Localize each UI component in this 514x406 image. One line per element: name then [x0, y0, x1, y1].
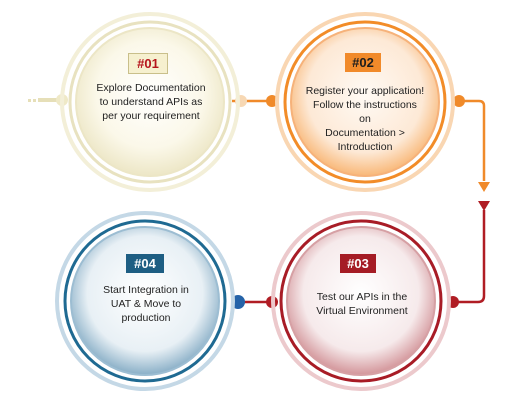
step-4-line: UAT & Move to [110, 298, 182, 310]
connector-2-to-3 [447, 95, 490, 308]
step-4-description: Start Integration in UAT & Move to produ… [90, 283, 202, 325]
step-3-badge: #03 [340, 254, 376, 273]
step-4-line: Start Integration in [103, 284, 189, 296]
step-3-circle [271, 211, 451, 391]
step-1-line: Explore Documentation [96, 82, 206, 94]
step-2-description: Register your application! Follow the in… [295, 84, 435, 154]
step-1-line: per your requirement [102, 110, 200, 122]
step-3-line: Virtual Environment [316, 305, 408, 317]
step-1-line: to understand APIs as [99, 96, 203, 108]
step-1-circle [60, 12, 240, 192]
step-1-badge: #01 [128, 53, 168, 74]
step-4-line: production [121, 312, 171, 324]
step-1-description: Explore Documentation to understand APIs… [85, 81, 217, 123]
connector-3-to-4 [231, 295, 278, 309]
step-2-line: on [359, 113, 371, 125]
step-2-circle [275, 12, 455, 192]
step-4-badge: #04 [126, 254, 164, 273]
step-2-line: Introduction [337, 141, 393, 153]
step-3-line: Test our APIs in the [316, 291, 408, 303]
step-2-line: Follow the instructions [313, 99, 417, 111]
step-2-line: Register your application! [305, 85, 425, 97]
step-3-description: Test our APIs in the Virtual Environment [300, 290, 424, 318]
step-2-line: Documentation > [325, 127, 405, 139]
step-4-circle [55, 211, 235, 391]
step-2-badge: #02 [345, 53, 381, 72]
